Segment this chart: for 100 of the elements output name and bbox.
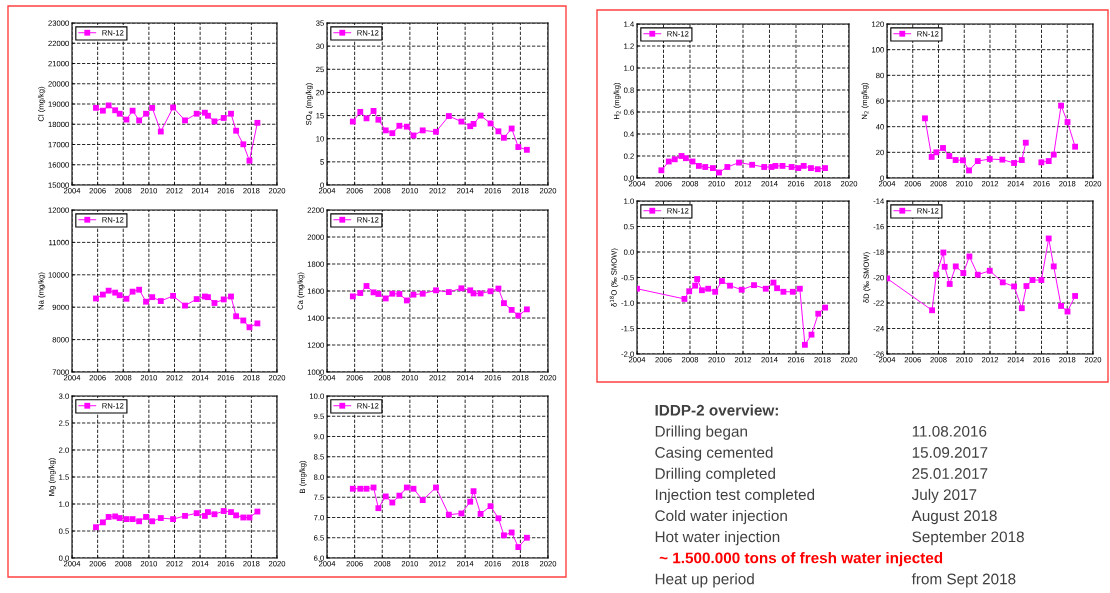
point xyxy=(986,267,993,274)
point xyxy=(99,107,106,114)
point xyxy=(1018,305,1025,312)
point xyxy=(233,127,240,134)
point xyxy=(193,296,200,303)
point xyxy=(749,161,756,168)
point xyxy=(458,285,465,292)
text: July 2017 xyxy=(911,488,977,504)
point xyxy=(228,110,234,117)
point xyxy=(788,164,795,170)
point xyxy=(515,144,522,150)
point xyxy=(105,514,112,520)
point xyxy=(822,304,829,311)
point xyxy=(933,271,940,278)
point xyxy=(349,118,356,125)
point xyxy=(143,298,149,305)
point xyxy=(220,115,227,121)
point xyxy=(254,119,261,126)
point xyxy=(357,108,364,115)
category-label: Cold water injection xyxy=(655,509,787,525)
point xyxy=(929,307,935,314)
point xyxy=(694,276,701,282)
point xyxy=(220,508,227,514)
point xyxy=(789,288,796,295)
point xyxy=(116,110,123,117)
point xyxy=(1038,159,1045,166)
point xyxy=(136,117,143,124)
point xyxy=(1038,277,1045,283)
point xyxy=(254,320,261,327)
point xyxy=(658,167,665,174)
point xyxy=(445,113,452,119)
point xyxy=(129,288,136,295)
point xyxy=(946,153,953,159)
point xyxy=(974,158,981,164)
point xyxy=(136,286,143,293)
point xyxy=(699,287,705,294)
point xyxy=(233,313,240,320)
point xyxy=(682,155,689,162)
point xyxy=(382,127,389,134)
text: IDDP-2 overview: xyxy=(655,404,778,416)
point xyxy=(508,306,515,313)
point xyxy=(796,285,803,292)
point xyxy=(495,515,502,522)
point xyxy=(774,285,780,292)
point xyxy=(349,293,356,300)
point xyxy=(523,534,530,541)
point xyxy=(814,166,821,173)
point xyxy=(800,162,807,169)
point xyxy=(99,519,106,526)
point xyxy=(396,122,403,129)
point xyxy=(143,110,149,117)
point xyxy=(389,290,396,297)
point xyxy=(205,294,211,301)
point xyxy=(445,289,452,295)
point xyxy=(986,156,993,162)
point xyxy=(357,290,364,296)
point xyxy=(999,279,1006,286)
point xyxy=(419,127,426,134)
point xyxy=(396,291,403,297)
category-label: Drilling began xyxy=(655,425,747,440)
text: August 2018 xyxy=(911,510,997,525)
point xyxy=(1072,293,1079,299)
point xyxy=(686,288,693,295)
point xyxy=(515,544,522,550)
point xyxy=(712,288,719,295)
point xyxy=(1018,157,1025,163)
point xyxy=(999,156,1006,163)
point xyxy=(445,511,452,518)
point xyxy=(396,492,403,499)
point xyxy=(116,292,123,299)
point xyxy=(112,107,119,114)
point xyxy=(93,104,99,111)
point xyxy=(710,165,716,172)
text: September 2018 xyxy=(912,530,1024,546)
category-label: Hot water injection xyxy=(655,530,780,546)
text: 15.09.2017 xyxy=(912,447,988,458)
point xyxy=(762,285,769,292)
point xyxy=(193,510,200,517)
point xyxy=(692,282,699,289)
point xyxy=(960,157,966,164)
point xyxy=(157,515,164,521)
point xyxy=(727,282,733,289)
point xyxy=(193,110,200,117)
point xyxy=(116,515,123,521)
text: 25.01.2017 xyxy=(912,468,988,479)
point xyxy=(467,498,474,505)
point xyxy=(523,306,530,313)
text: from Sept 2018 xyxy=(911,573,1016,588)
point xyxy=(375,291,382,297)
point xyxy=(182,512,188,519)
point xyxy=(1050,263,1057,270)
point xyxy=(233,512,240,519)
point xyxy=(946,281,953,287)
point xyxy=(751,282,757,289)
point xyxy=(1058,303,1064,309)
point xyxy=(357,485,364,492)
category-label: Casing cemented xyxy=(655,446,773,461)
point xyxy=(952,263,959,270)
point xyxy=(822,165,828,172)
point xyxy=(477,510,484,517)
